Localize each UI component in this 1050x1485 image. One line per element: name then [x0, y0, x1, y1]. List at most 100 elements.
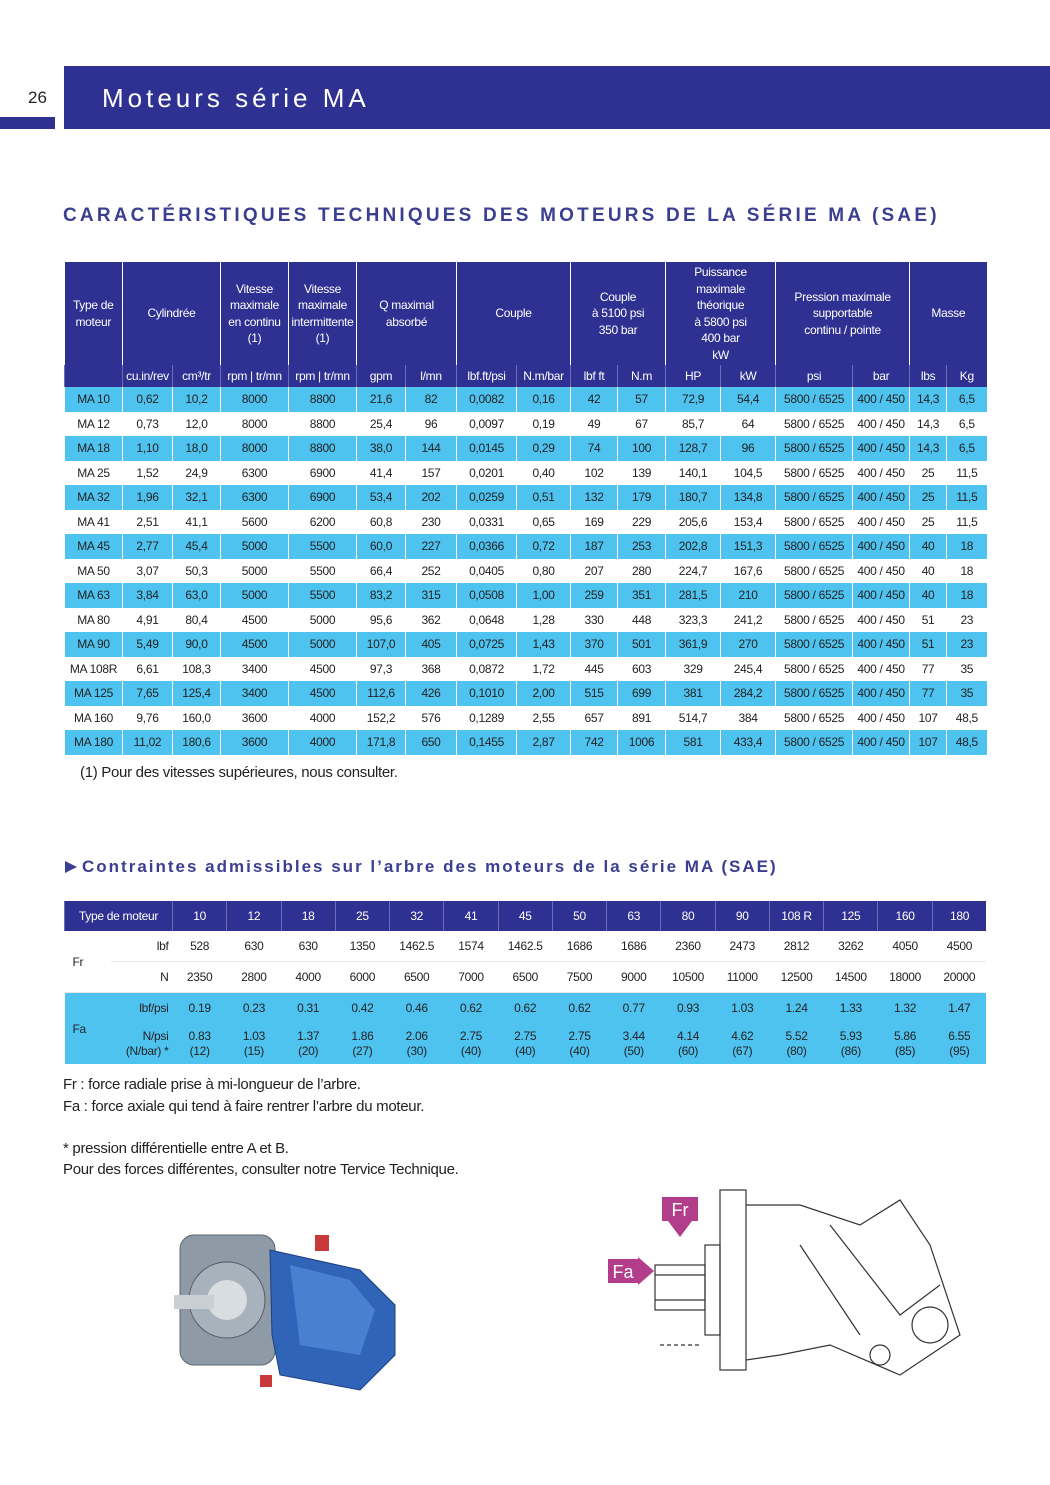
value: 3262 [838, 939, 864, 953]
cell: 284,2 [720, 681, 776, 706]
cell: 107 [909, 730, 947, 755]
cell: 160,0 [172, 705, 221, 730]
column-header: 41 [443, 901, 499, 931]
cell: 10500 [660, 961, 716, 993]
cell: 207 [570, 558, 618, 583]
row: MA 32 1,96 32,1 6300 6900 53,4 202 0,0259 0,51 13… [64, 485, 987, 510]
cell: 400 / 450 [852, 656, 910, 681]
cell: 6,5 [946, 387, 987, 412]
note: Pour des forces différentes, consulter n… [63, 1161, 459, 1178]
column-header: 63 [606, 901, 661, 931]
column-header: 45 [497, 901, 553, 931]
cell: 2,51 [122, 509, 173, 534]
cell: 400 / 450 [852, 583, 910, 608]
cell: 2.75 (40) [443, 1023, 499, 1064]
cell: 96 [720, 436, 776, 461]
cell: 0,72 [516, 534, 571, 559]
unit-cell: lbs [909, 365, 947, 387]
cell: 23 [946, 607, 987, 632]
cell: 0.23 [226, 992, 282, 1023]
cell: 180,6 [172, 730, 221, 755]
cell: 6,5 [946, 411, 987, 436]
cell: 5000 [288, 632, 357, 657]
column-header: 125 [823, 901, 878, 931]
value: 1.86 [351, 1028, 374, 1043]
cell: 5800 / 6525 [775, 485, 853, 510]
cell: 4050 [877, 931, 933, 962]
cell: 1,72 [516, 656, 571, 681]
cell: 400 / 450 [852, 607, 910, 632]
value: (95) [949, 1043, 970, 1058]
unit-cell [64, 365, 123, 387]
cell: 1.33 [823, 992, 878, 1023]
cell: 23 [946, 632, 987, 657]
value: 0.31 [297, 1001, 320, 1015]
cell: 49 [570, 411, 618, 436]
cell: 281,5 [665, 583, 721, 608]
cell: 515 [570, 681, 618, 706]
unit-cell: cu.in/rev [122, 365, 173, 387]
row: MA 41 2,51 41,1 5600 6200 60,8 230 0,0331 0,65 16… [64, 509, 987, 534]
cell: 45,4 [172, 534, 221, 559]
cell: 0.77 [606, 992, 661, 1023]
cell: 41,1 [172, 509, 221, 534]
cell: MA 10 [64, 387, 123, 412]
cell: 0,29 [516, 436, 571, 461]
unit-cell: psi [775, 365, 853, 387]
value: 7000 [458, 970, 484, 984]
cell: 576 [404, 705, 457, 730]
column-header: 108 R [768, 901, 824, 931]
row: N 2350 2800 4000 6000 6500 7000 6500 7500 9000 105… [65, 961, 987, 993]
value: 1462.5 [399, 939, 435, 953]
cell: 4,91 [122, 607, 173, 632]
value: 0.93 [676, 1001, 700, 1015]
cell: 253 [617, 534, 666, 559]
cell: 0.62 [498, 992, 553, 1023]
cell: 6300 [220, 460, 289, 485]
cell: 0,0201 [456, 460, 517, 485]
cell: 5.86 (85) [877, 1023, 933, 1064]
cell: 224,7 [665, 558, 721, 583]
cell: 7500 [552, 961, 607, 993]
cell: 5800 / 6525 [775, 730, 853, 755]
cell: 370 [570, 632, 618, 657]
cell: 5800 / 6525 [775, 681, 853, 706]
cell: 2360 [660, 931, 716, 962]
cell: 8800 [288, 387, 357, 412]
cell: 8800 [288, 411, 357, 436]
cell: 139 [617, 460, 666, 485]
cell: 5000 [220, 534, 289, 559]
cell: 187 [570, 534, 618, 559]
value: 0.62 [568, 1001, 591, 1015]
unit-text: lbf/psi [139, 1001, 169, 1015]
cell: 6500 [389, 961, 444, 993]
cell: 0,0508 [456, 583, 517, 608]
cell: 0.46 [389, 992, 444, 1023]
cell: 227 [404, 534, 457, 559]
unit-label: lbf/psi [110, 992, 173, 1023]
cell: 0,62 [122, 387, 173, 412]
value: 18000 [889, 970, 922, 984]
row: MA 80 4,91 80,4 4500 5000 95,6 362 0,0648 1,28 33… [64, 607, 987, 632]
column-header: 80 [660, 901, 716, 931]
page-number: 26 [28, 88, 47, 107]
cell: 433,4 [720, 730, 776, 755]
cell: 0,0872 [456, 656, 517, 681]
cell: 8000 [220, 436, 289, 461]
cell: 21,6 [356, 387, 406, 412]
cell: 0,0082 [456, 387, 517, 412]
row: N/psi (N/bar) * 0.83 (12) 1.03 (15) 1.37 (20) 1.… [65, 1023, 987, 1064]
cell: 2473 [715, 931, 770, 962]
value: 0.23 [242, 1001, 265, 1015]
cell: 4500 [288, 681, 357, 706]
unit-cell: lbf.ft/psi [456, 365, 517, 387]
value: 0.62 [514, 1001, 537, 1015]
cell: 0,0097 [456, 411, 517, 436]
cell: 10,2 [172, 387, 221, 412]
value: 2350 [186, 970, 213, 984]
cell: 362 [404, 607, 457, 632]
value: 1.24 [785, 1001, 808, 1015]
unit-cell: l/mn [404, 365, 457, 387]
cell: 6300 [220, 485, 289, 510]
cell: 152,2 [356, 705, 406, 730]
